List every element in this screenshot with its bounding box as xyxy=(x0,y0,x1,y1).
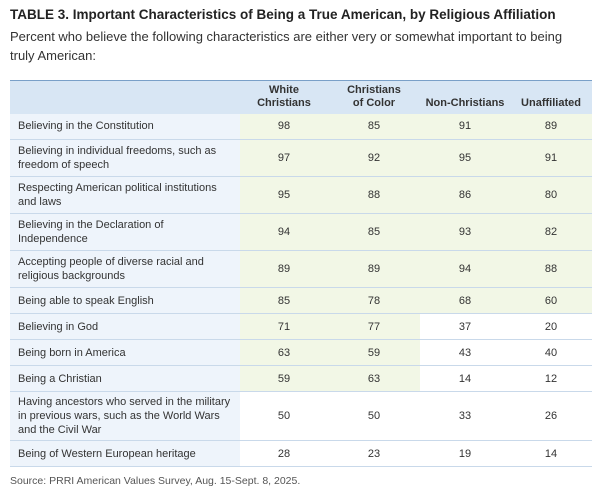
cell-value: 59 xyxy=(240,365,328,392)
cell-value: 93 xyxy=(420,213,510,251)
column-header-line: Non-Christians xyxy=(425,96,505,109)
cell-value: 80 xyxy=(510,176,592,214)
cell-value: 12 xyxy=(510,365,592,392)
cell-value: 33 xyxy=(420,391,510,441)
row-label: Being of Western European heritage xyxy=(10,440,240,467)
row-label: Respecting American political institutio… xyxy=(10,176,240,214)
cell-value: 63 xyxy=(240,339,328,366)
column-header-line: Christians xyxy=(347,83,401,96)
table-row: Believing in the Constitution 98 85 91 8… xyxy=(10,113,592,140)
cell-value: 37 xyxy=(420,313,510,340)
cell-value: 95 xyxy=(420,139,510,177)
row-label: Being able to speak English xyxy=(10,287,240,314)
cell-value: 92 xyxy=(328,139,420,177)
cell-value: 85 xyxy=(240,287,328,314)
cell-value: 26 xyxy=(510,391,592,441)
row-label: Having ancestors who served in the milit… xyxy=(10,391,240,441)
cell-value: 89 xyxy=(240,250,328,288)
cell-value: 71 xyxy=(240,313,328,340)
row-label: Believing in God xyxy=(10,313,240,340)
table-row: Believing in individual freedoms, such a… xyxy=(10,139,592,177)
data-table-container: White Christians Christians of Color Non-C… xyxy=(10,80,592,467)
cell-value: 85 xyxy=(328,113,420,140)
table-row: Having ancestors who served in the milit… xyxy=(10,391,592,441)
column-header-line: Unaffiliated xyxy=(521,96,581,109)
cell-value: 95 xyxy=(240,176,328,214)
table-subtitle: Percent who believe the following charac… xyxy=(10,29,563,63)
cell-value: 20 xyxy=(510,313,592,340)
row-label: Believing in the Constitution xyxy=(10,113,240,140)
table-row: Being born in America 63 59 43 40 xyxy=(10,339,592,366)
cell-value: 43 xyxy=(420,339,510,366)
cell-value: 60 xyxy=(510,287,592,314)
cell-value: 82 xyxy=(510,213,592,251)
row-label: Being a Christian xyxy=(10,365,240,392)
cell-value: 14 xyxy=(420,365,510,392)
header-row: White Christians Christians of Color Non-C… xyxy=(10,80,592,114)
cell-value: 91 xyxy=(510,139,592,177)
cell-value: 97 xyxy=(240,139,328,177)
row-label: Believing in the Declaration of Independ… xyxy=(10,213,240,251)
cell-value: 68 xyxy=(420,287,510,314)
table-row: Believing in the Declaration of Independ… xyxy=(10,213,592,251)
column-header-line: of Color xyxy=(352,96,396,109)
cell-value: 50 xyxy=(240,391,328,441)
cell-value: 23 xyxy=(328,440,420,467)
cell-value: 19 xyxy=(420,440,510,467)
cell-value: 86 xyxy=(420,176,510,214)
cell-value: 59 xyxy=(328,339,420,366)
column-header-white-christians: White Christians xyxy=(240,80,328,114)
cell-value: 63 xyxy=(328,365,420,392)
table-row: Accepting people of diverse racial and r… xyxy=(10,250,592,288)
table-row: Believing in God 71 77 37 20 xyxy=(10,313,592,340)
table-row: Being able to speak English 85 78 68 60 xyxy=(10,287,592,314)
column-header-unaffiliated: Unaffiliated xyxy=(510,80,592,114)
header-blank-cell xyxy=(10,80,240,114)
cell-value: 88 xyxy=(328,176,420,214)
row-label: Accepting people of diverse racial and r… xyxy=(10,250,240,288)
column-header-line: White xyxy=(269,83,299,96)
column-header-line: Christians xyxy=(257,96,311,109)
cell-value: 85 xyxy=(328,213,420,251)
table-row: Respecting American political institutio… xyxy=(10,176,592,214)
cell-value: 28 xyxy=(240,440,328,467)
cell-value: 94 xyxy=(420,250,510,288)
cell-value: 14 xyxy=(510,440,592,467)
cell-value: 89 xyxy=(510,113,592,140)
column-header-non-christians: Non-Christians xyxy=(420,80,510,114)
cell-value: 40 xyxy=(510,339,592,366)
cell-value: 98 xyxy=(240,113,328,140)
source-note: Source: PRRI American Values Survey, Aug… xyxy=(10,475,301,487)
cell-value: 89 xyxy=(328,250,420,288)
table-title: TABLE 3. Important Characteristics of Be… xyxy=(10,7,556,22)
cell-value: 91 xyxy=(420,113,510,140)
cell-value: 77 xyxy=(328,313,420,340)
cell-value: 78 xyxy=(328,287,420,314)
row-label: Believing in individual freedoms, such a… xyxy=(10,139,240,177)
table-row: Being a Christian 59 63 14 12 xyxy=(10,365,592,392)
cell-value: 88 xyxy=(510,250,592,288)
cell-value: 94 xyxy=(240,213,328,251)
row-label: Being born in America xyxy=(10,339,240,366)
column-header-christians-of-color: Christians of Color xyxy=(328,80,420,114)
data-table: White Christians Christians of Color Non-C… xyxy=(10,80,592,467)
cell-value: 50 xyxy=(328,391,420,441)
table-row: Being of Western European heritage 28 23… xyxy=(10,440,592,467)
